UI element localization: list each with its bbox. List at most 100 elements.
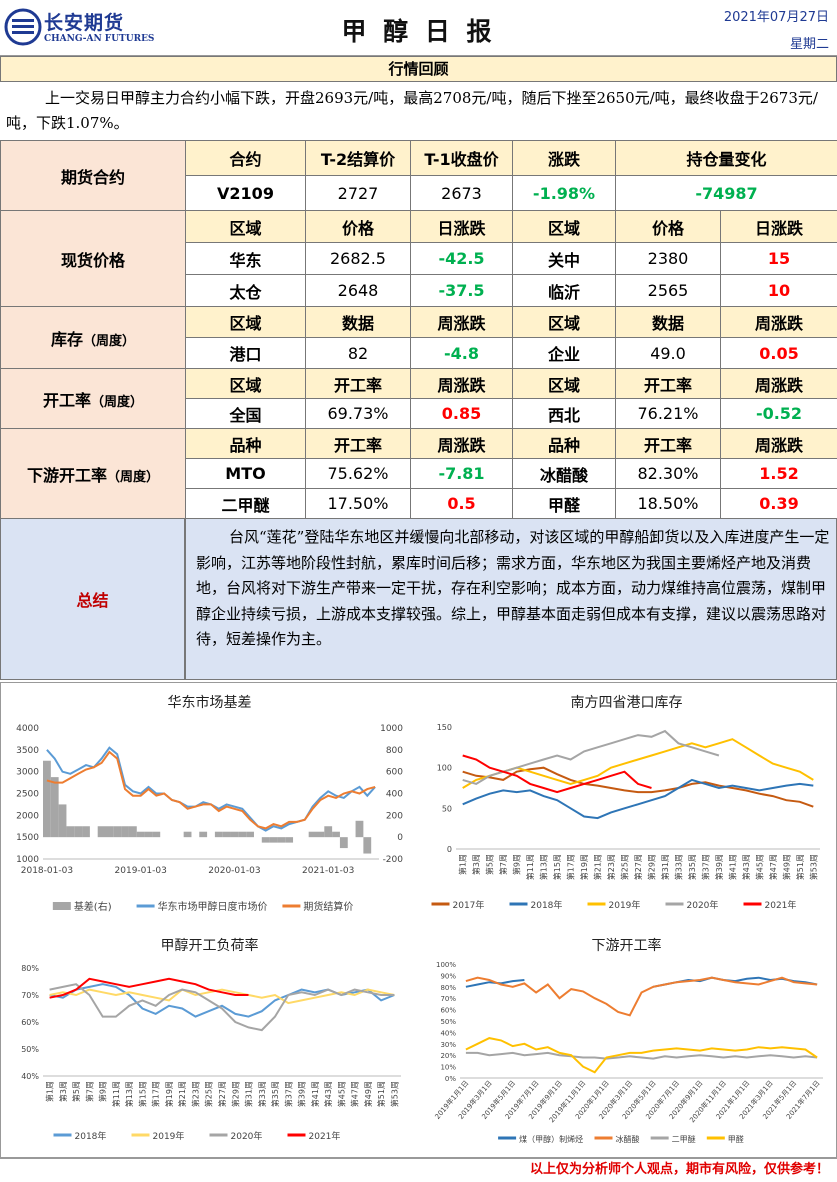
header-cell: 区域 [512, 306, 616, 338]
x-tick-label: 第39周 [714, 854, 724, 880]
bar [152, 831, 161, 838]
chart: 下游开工率0%10%20%30%40%50%60%70%80%90%100%20… [433, 937, 823, 1144]
x-tick-label: 第15周 [552, 854, 562, 880]
x-tick-label: 第27周 [633, 854, 643, 880]
cell: 76.21% [615, 398, 721, 429]
x-tick-label: 第7周 [84, 1081, 94, 1102]
y2-tick-label: -200 [383, 855, 404, 865]
legend-label: 甲醛 [728, 1134, 744, 1144]
x-tick-label: 第23周 [606, 854, 616, 880]
y2-tick-label: 200 [386, 811, 403, 821]
legend-label: 2021年 [309, 1130, 341, 1142]
bar [43, 760, 51, 838]
x-tick-label: 第51周 [376, 1081, 386, 1107]
bar [222, 831, 231, 838]
x-tick-label: 第1周 [45, 1081, 55, 1102]
bar [246, 831, 254, 838]
cell: -7.81 [410, 458, 513, 489]
header-cell: T-2结算价 [305, 140, 411, 176]
label: 下游开工率 [26, 465, 107, 485]
x-tick-label: 第29周 [646, 854, 656, 880]
x-tick-label: 第13周 [124, 1081, 134, 1107]
header-cell: 区域 [185, 306, 306, 338]
chart: 华东市场基差 1000 1500 2000 2500 3000 3500 4000 -200 0 2… [16, 694, 404, 913]
x-tick-label: 第17周 [566, 854, 576, 880]
x-tick-label: 第49周 [781, 854, 791, 880]
header-cell: 开工率 [305, 368, 411, 399]
y-tick-label: 150 [437, 723, 452, 732]
x-tick-label: 第45周 [754, 854, 764, 880]
chart-title: 甲醇开工负荷率 [161, 937, 259, 954]
disclaimer: 以上仅为分析师个人观点，期市有风险，仅供参考！ [0, 1158, 837, 1182]
cell: 企业 [512, 337, 616, 369]
x-tick-label: 第39周 [297, 1081, 307, 1107]
label: 现货价格 [60, 250, 125, 270]
cell: 冰醋酸 [512, 458, 616, 489]
y-tick-label: 70% [440, 995, 456, 1003]
bar [183, 831, 192, 838]
y-tick-label: 4000 [16, 724, 39, 734]
header-cell: 涨跌 [512, 140, 616, 176]
cell: 49.0 [615, 337, 721, 369]
y2-tick-label: 400 [386, 790, 403, 800]
series-line [465, 1051, 818, 1060]
y-tick-label: 0 [447, 845, 452, 854]
section-label: 开工率（周度） [0, 368, 186, 429]
legend-swatch [52, 902, 71, 910]
x-tick-label: 2020-01-03 [208, 866, 260, 876]
y-tick-label: 2000 [16, 811, 39, 821]
x-tick-label: 第37周 [700, 854, 710, 880]
bar [339, 837, 348, 849]
chart: 南方四省港口库存 0 50 100 150 第1周 第3周 第5周 第7周 第9周 第11周 第13周… [431, 695, 820, 911]
cell: 0.05 [719, 337, 837, 369]
legend-label: 二甲醚 [672, 1134, 696, 1144]
legend-label: 煤（甲醇）制烯烃 [519, 1134, 583, 1144]
y2-tick-label: 600 [386, 768, 403, 778]
y-tick-label: 10% [440, 1064, 456, 1072]
section-label: 期货合约 [0, 140, 186, 211]
x-tick-label: 第25周 [620, 854, 630, 880]
header-cell: T-1收盘价 [410, 140, 513, 176]
x-tick-label: 第41周 [310, 1081, 320, 1107]
cell: -1.98% [512, 175, 616, 211]
header-cell: 数据 [305, 306, 411, 338]
bar [97, 826, 106, 838]
x-tick-label: 第31周 [660, 854, 670, 880]
x-tick-label: 第33周 [257, 1081, 267, 1107]
x-tick-label: 第43周 [323, 1081, 333, 1107]
cell: 港口 [185, 337, 306, 369]
cell: 关中 [512, 242, 616, 275]
summary-label: 总结 [0, 518, 185, 680]
y-tick-label: 60% [440, 1007, 456, 1015]
cell: 华东 [185, 242, 306, 275]
header-cell: 区域 [512, 368, 616, 399]
legend-label: 期货结算价 [303, 900, 353, 913]
label: 开工率 [42, 390, 91, 410]
header-cell: 周涨跌 [719, 428, 837, 459]
cell: 二甲醚 [185, 488, 306, 519]
cell: 69.73% [305, 398, 411, 429]
series-line [462, 729, 720, 785]
bar [113, 826, 122, 838]
cell: 太仓 [185, 274, 306, 307]
cell: -74987 [614, 175, 837, 211]
cell: 10 [719, 274, 837, 307]
y-tick-label: 40% [440, 1029, 456, 1037]
bar [82, 826, 90, 838]
cell: 西北 [512, 398, 616, 429]
x-tick-label: 第9周 [512, 854, 522, 875]
header-cell: 周涨跌 [719, 368, 837, 399]
cell: 0.85 [410, 398, 513, 429]
bar [144, 831, 153, 838]
series-line [46, 746, 376, 832]
x-tick-label: 第47周 [768, 854, 778, 880]
sublabel: （周度） [83, 333, 136, 349]
legend-label: 华东市场甲醇日度市场价 [158, 900, 268, 913]
y-tick-label: 3000 [16, 768, 39, 778]
section-label: 下游开工率（周度） [0, 428, 186, 519]
cell: 0.5 [410, 488, 513, 519]
cell: 15 [719, 242, 837, 275]
y-tick-label: 50% [21, 1045, 39, 1054]
bar [238, 831, 247, 838]
x-tick-label: 第53周 [389, 1081, 399, 1107]
